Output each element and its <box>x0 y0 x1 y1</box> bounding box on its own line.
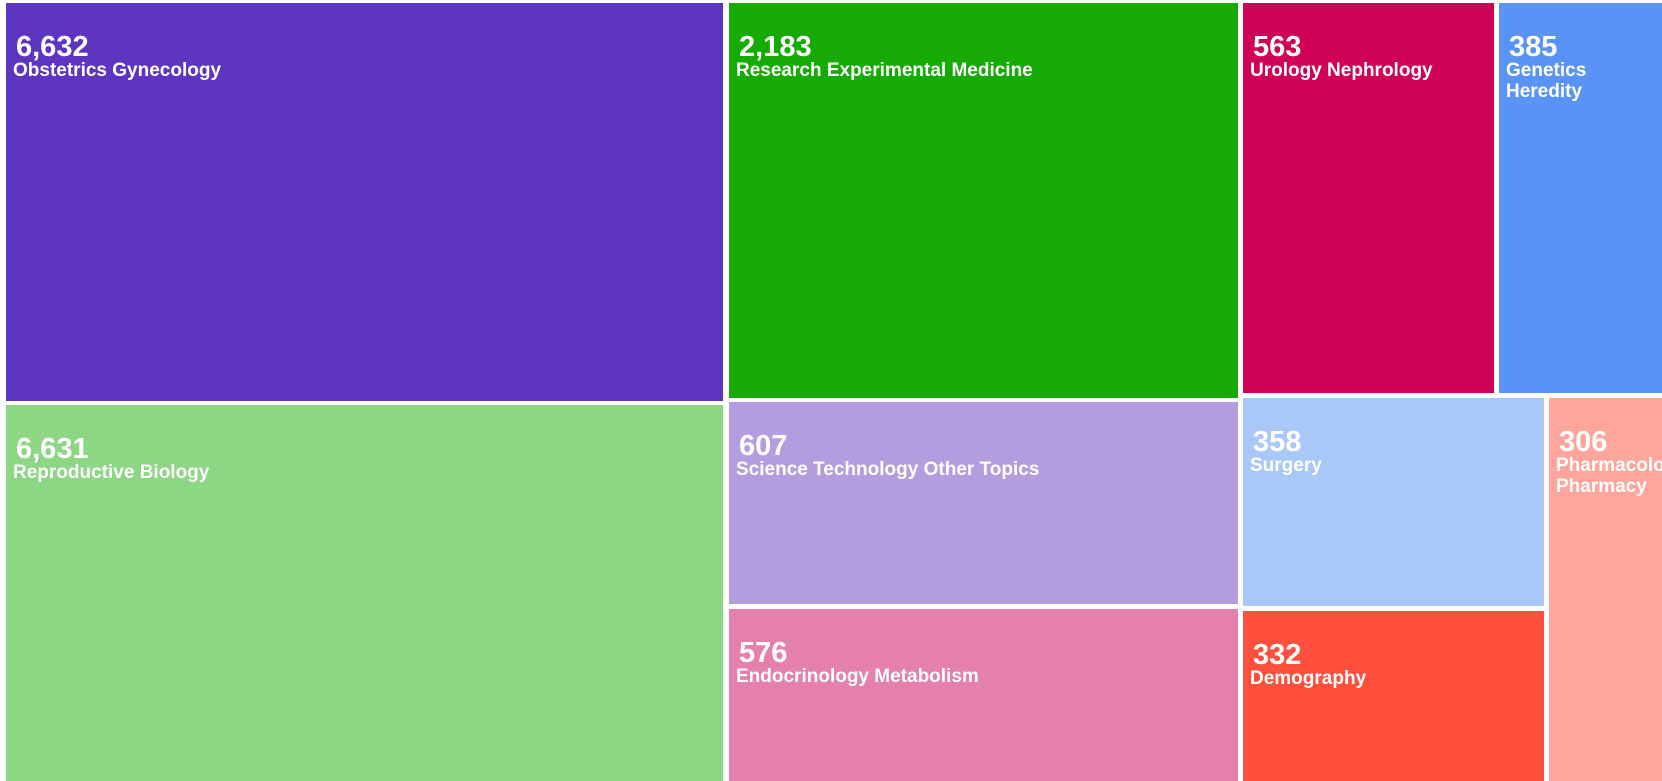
tile-count: 2,183 <box>739 31 812 63</box>
tile-count: 385 <box>1509 31 1558 63</box>
tile-pharmacology-pharmacy[interactable]: 306 Pharmacology Pharmacy <box>1549 398 1662 781</box>
tile-count: 607 <box>739 430 788 462</box>
tile-count: 6,632 <box>16 31 89 63</box>
tile-research-experimental-medicine[interactable]: 2,183 Research Experimental Medicine <box>729 3 1238 398</box>
tile-label: Endocrinology Metabolism <box>736 666 979 687</box>
tile-endocrinology-metabolism[interactable]: 576 Endocrinology Metabolism <box>729 609 1238 781</box>
tile-surgery[interactable]: 358 Surgery <box>1243 398 1544 606</box>
tile-label: Pharmacology Pharmacy <box>1556 455 1662 497</box>
tile-label: Surgery <box>1250 455 1322 476</box>
tile-label: Urology Nephrology <box>1250 60 1433 81</box>
tile-reproductive-biology[interactable]: 6,631 Reproductive Biology <box>6 405 723 781</box>
tile-demography[interactable]: 332 Demography <box>1243 611 1544 781</box>
tile-count: 6,631 <box>16 433 89 465</box>
tile-count: 332 <box>1253 639 1302 671</box>
tile-count: 576 <box>739 637 788 669</box>
tile-label: Obstetrics Gynecology <box>13 60 222 81</box>
tile-label: Science Technology Other Topics <box>736 459 1040 480</box>
tile-obstetrics-gynecology[interactable]: 6,632 Obstetrics Gynecology <box>6 3 723 401</box>
tile-count: 358 <box>1253 426 1302 458</box>
tile-urology-nephrology[interactable]: 563 Urology Nephrology <box>1243 3 1494 393</box>
tile-label: Research Experimental Medicine <box>736 60 1033 81</box>
tile-count: 563 <box>1253 31 1302 63</box>
tile-science-technology-other-topics[interactable]: 607 Science Technology Other Topics <box>729 402 1238 604</box>
tile-label: Demography <box>1250 668 1367 689</box>
tile-genetics-heredity[interactable]: 385 Genetics Heredity <box>1499 3 1662 393</box>
tile-label: Genetics Heredity <box>1506 60 1587 102</box>
tile-label: Reproductive Biology <box>13 462 210 483</box>
tile-count: 306 <box>1559 426 1608 458</box>
